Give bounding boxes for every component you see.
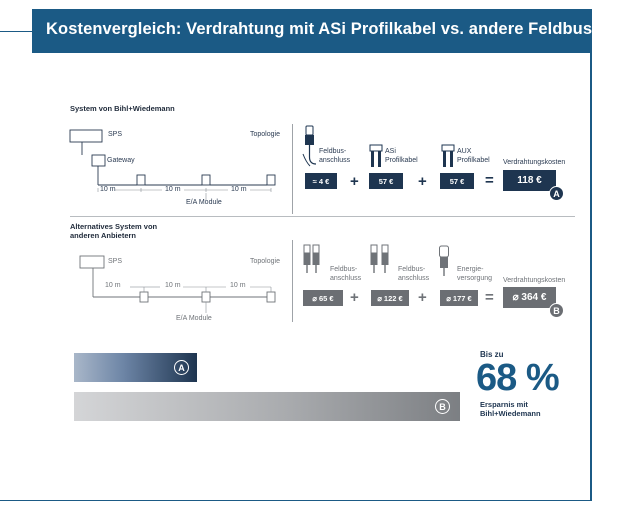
profile-cable-icon — [369, 144, 383, 167]
power-connector-icon — [439, 245, 449, 276]
cost-label: Feldbus- — [330, 266, 358, 273]
bar-a-label: A — [174, 360, 189, 375]
gateway-label: Gateway — [107, 157, 135, 164]
total-label: Verdrahtungskosten — [503, 159, 566, 166]
total-value: 118 € — [503, 170, 556, 191]
comparison-bar-b: B — [74, 392, 460, 421]
segment-length: 10 m — [165, 282, 181, 289]
page-title: Kostenvergleich: Verdrahtung mit ASi Pro… — [46, 20, 630, 38]
cost-value: ⌀ 65 € — [303, 290, 343, 306]
cost-label: Profilkabel — [457, 157, 490, 164]
sps-label: SPS — [108, 258, 123, 265]
sps-box — [69, 129, 103, 143]
gateway-box — [91, 154, 106, 167]
bar-b-label: B — [435, 399, 450, 414]
frame-line-bottom — [0, 500, 592, 501]
badge-a: A — [549, 186, 564, 201]
topology-label: Topologie — [250, 131, 280, 138]
plus-sign: + — [350, 173, 359, 190]
field-connector-icon — [302, 125, 317, 167]
plus-sign: + — [350, 289, 359, 306]
cost-label: Profilkabel — [385, 157, 418, 164]
divider — [292, 240, 293, 322]
plus-sign: + — [418, 173, 427, 190]
savings-caption-2: Bihl+Wiedemann — [480, 409, 541, 418]
cost-label: Energie- — [457, 266, 484, 273]
io-module — [201, 174, 211, 186]
io-module — [266, 174, 276, 186]
badge-b: B — [549, 303, 564, 318]
io-modules-label: E/A Module — [186, 199, 222, 206]
cost-label: anschluss — [319, 157, 351, 164]
system-b-title-2: anderen Anbietern — [70, 231, 136, 240]
segment-length: 10 m — [231, 186, 247, 193]
io-module — [266, 291, 276, 303]
io-module — [136, 174, 146, 186]
cost-value: 57 € — [369, 173, 403, 189]
frame-line-left — [0, 31, 32, 32]
comparison-bar-a: A — [74, 353, 197, 382]
system-a-title: System von Bihl+Wiedemann — [70, 104, 175, 113]
total-label: Verdrahtungskosten — [503, 277, 566, 284]
m12-connector-icon — [303, 244, 320, 273]
savings-caption: Ersparnis mit — [480, 400, 528, 409]
sps-box — [79, 255, 105, 269]
m12-connector-icon — [370, 244, 389, 273]
cost-value: ⌀ 177 € — [440, 290, 478, 306]
cost-label: anschluss — [398, 275, 430, 282]
sps-label: SPS — [108, 131, 123, 138]
savings-percent: 68 % — [476, 357, 560, 399]
equals-sign: = — [485, 172, 494, 189]
segment-length: 10 m — [105, 282, 121, 289]
topology-label: Topologie — [250, 258, 280, 265]
cost-label: anschluss — [330, 275, 362, 282]
cost-value: 57 € — [440, 173, 474, 189]
io-modules-label: E/A Module — [176, 315, 212, 322]
io-module — [139, 291, 149, 303]
cost-label: versorgung — [457, 275, 493, 282]
cost-label: AUX — [457, 148, 472, 155]
savings-prefix: Bis zu — [480, 350, 504, 359]
segment-length: 10 m — [230, 282, 246, 289]
io-module — [201, 291, 211, 303]
section-separator — [70, 216, 575, 217]
profile-cable-icon — [441, 144, 455, 167]
system-b-title: Alternatives System von — [70, 222, 158, 231]
header-banner — [32, 9, 592, 53]
segment-length: 10 m — [100, 186, 116, 193]
cost-value: ≈ 4 € — [305, 173, 337, 189]
cost-label: Feldbus- — [319, 148, 347, 155]
divider — [292, 124, 293, 214]
cost-value: ⌀ 122 € — [371, 290, 409, 306]
frame-line-right — [590, 53, 592, 501]
equals-sign: = — [485, 289, 494, 306]
cost-label: Feldbus- — [398, 266, 426, 273]
segment-length: 10 m — [165, 186, 181, 193]
cost-label: ASi — [385, 148, 396, 155]
total-value: ⌀ 364 € — [503, 287, 556, 308]
plus-sign: + — [418, 289, 427, 306]
